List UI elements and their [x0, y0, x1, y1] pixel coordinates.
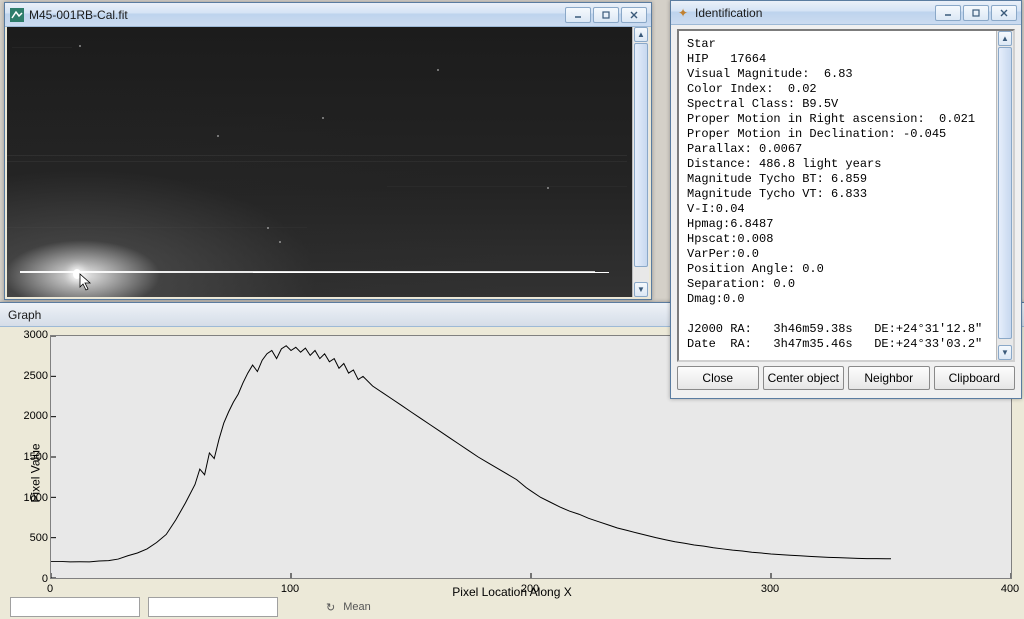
graph-dropdown-1[interactable] [10, 597, 140, 617]
center-object-btn[interactable]: Center object [763, 366, 845, 390]
star-dot [547, 187, 549, 189]
id-scroll-thumb[interactable] [998, 47, 1012, 339]
star-dot [279, 241, 281, 243]
image-window-titlebar[interactable]: M45-001RB-Cal.fit [5, 3, 651, 27]
neighbor-btn[interactable]: Neighbor [848, 366, 930, 390]
identification-titlebar[interactable]: ✦ Identification [671, 1, 1021, 25]
id-scroll-down[interactable]: ▼ [998, 345, 1012, 360]
image-window-title: M45-001RB-Cal.fit [29, 8, 565, 22]
image-window: M45-001RB-Cal.fit ▲ ▼ [4, 2, 652, 300]
graph-ytick: 0 [8, 573, 48, 585]
identification-scrollbar[interactable]: ▲ ▼ [996, 31, 1013, 360]
graph-xtick: 400 [1001, 583, 1019, 595]
maximize-button[interactable] [593, 7, 619, 23]
clipboard-btn[interactable]: Clipboard [934, 366, 1016, 390]
identification-app-icon: ✦ [675, 5, 691, 21]
image-streak [7, 161, 627, 162]
graph-ytick: 2000 [8, 410, 48, 422]
scroll-up-button[interactable]: ▲ [634, 27, 648, 42]
profile-selection-line[interactable] [253, 272, 609, 273]
id-minimize-button[interactable] [935, 5, 961, 21]
identification-window: ✦ Identification Star HIP 17664 Visual M… [670, 0, 1022, 399]
minimize-button[interactable] [565, 7, 591, 23]
identification-text: Star HIP 17664 Visual Magnitude: 6.83 Co… [679, 31, 996, 360]
bright-star [73, 269, 81, 279]
graph-x-axis-label: Pixel Location Along X [452, 585, 571, 599]
close-button[interactable] [621, 7, 647, 23]
star-dot [437, 69, 439, 71]
id-close-button[interactable] [991, 5, 1017, 21]
image-streak [387, 186, 627, 187]
graph-xtick: 300 [761, 583, 779, 595]
graph-ytick: 1000 [8, 492, 48, 504]
graph-ytick: 3000 [8, 329, 48, 341]
graph-bottom-controls: ↻ Mean [10, 597, 371, 617]
close-btn[interactable]: Close [677, 366, 759, 390]
graph-ytick: 1500 [8, 451, 48, 463]
star-dot [322, 117, 324, 119]
image-app-icon [9, 7, 25, 23]
graph-dropdown-2[interactable] [148, 597, 278, 617]
id-scroll-up[interactable]: ▲ [998, 31, 1012, 46]
star-dot [267, 227, 269, 229]
graph-xtick: 100 [281, 583, 299, 595]
star-dot [217, 135, 219, 137]
graph-ytick: 2500 [8, 370, 48, 382]
image-vertical-scrollbar[interactable]: ▲ ▼ [632, 27, 649, 297]
identification-title: Identification [695, 6, 935, 20]
id-maximize-button[interactable] [963, 5, 989, 21]
graph-xtick: 0 [47, 583, 53, 595]
image-streak [7, 227, 307, 228]
star-dot [79, 45, 81, 47]
image-streak [7, 155, 627, 156]
image-streak [12, 47, 72, 48]
scroll-down-button[interactable]: ▼ [634, 282, 648, 297]
scroll-thumb[interactable] [634, 43, 648, 267]
graph-mode-label: Mean [343, 601, 371, 613]
astro-image-viewport[interactable] [7, 27, 632, 297]
graph-ytick: 500 [8, 532, 48, 544]
